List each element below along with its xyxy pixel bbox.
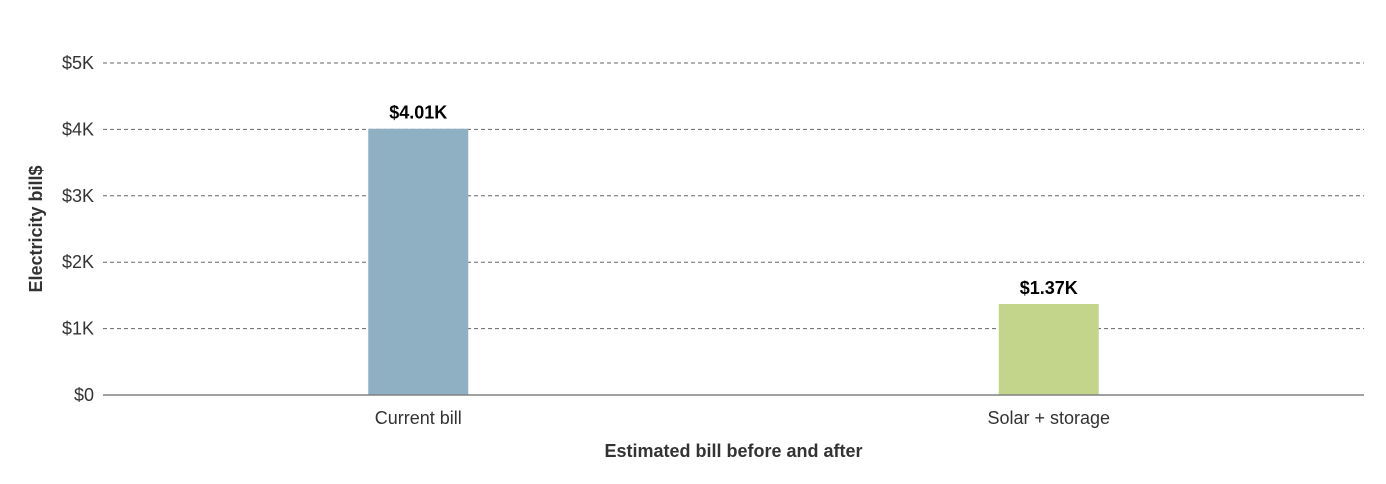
y-axis-title: Electricity bill$	[26, 165, 46, 292]
gridlines	[103, 62, 1364, 330]
bars	[368, 128, 1099, 395]
y-axis-ticks: $0 $1K $2K $3K $4K $5K	[62, 53, 94, 405]
data-labels: $4.01K $1.37K	[389, 103, 1078, 298]
y-tick-label: $4K	[62, 119, 94, 139]
y-tick-label: $3K	[62, 186, 94, 206]
bar-value-label: $1.37K	[1020, 278, 1078, 298]
bar[interactable]	[998, 304, 1099, 395]
x-category-label: Current bill	[375, 408, 462, 428]
y-tick-label: $2K	[62, 252, 94, 272]
y-tick-label: $0	[74, 385, 94, 405]
y-tick-label: $5K	[62, 53, 94, 73]
x-axis-categories: Current bill Solar + storage	[375, 408, 1110, 428]
bar[interactable]	[368, 128, 469, 395]
bar-value-label: $4.01K	[389, 103, 447, 123]
x-category-label: Solar + storage	[987, 408, 1110, 428]
x-axis-title: Estimated bill before and after	[604, 441, 862, 461]
y-tick-label: $1K	[62, 319, 94, 339]
